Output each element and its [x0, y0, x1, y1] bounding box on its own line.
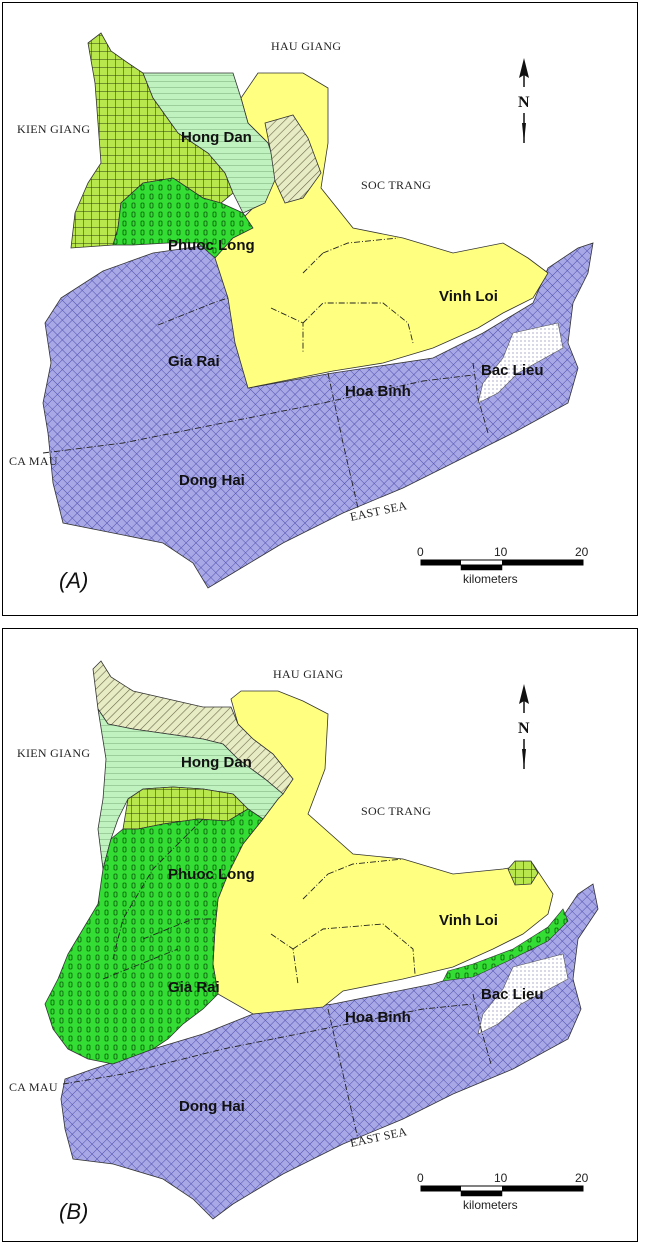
district-label-bac-lieu: Bac Lieu — [481, 362, 544, 379]
map-panel-a: HAU GIANG KIEN GIANG SOC TRANG CA MAU EA… — [2, 2, 638, 616]
district-label-phuoc-long: Phuoc Long — [168, 237, 255, 254]
district-label-gia-rai: Gia Rai — [168, 353, 220, 370]
zone-diagonal-hatch — [264, 114, 322, 204]
neighbor-label-east: SOC TRANG — [361, 178, 431, 192]
scale-tick-10: 10 — [494, 1171, 508, 1185]
zone-green-dotted — [112, 177, 254, 259]
zone-blue-south — [42, 242, 594, 589]
neighbor-label-southwest: CA MAU — [9, 454, 58, 468]
district-label-hong-dan: Hong Dan — [181, 129, 252, 146]
district-label-hoa-binh: Hoa Binh — [345, 1009, 411, 1026]
map-svg-a: HAU GIANG KIEN GIANG SOC TRANG CA MAU EA… — [9, 32, 594, 593]
zone-green-dotted — [44, 808, 264, 1065]
district-label-dong-hai: Dong Hai — [179, 1098, 245, 1115]
map-svg-b: HAU GIANG KIEN GIANG SOC TRANG CA MAU EA… — [9, 660, 599, 1224]
district-label-dong-hai: Dong Hai — [179, 472, 245, 489]
scale-tick-20: 20 — [575, 1171, 589, 1185]
district-label-bac-lieu: Bac Lieu — [481, 986, 544, 1003]
north-arrow-icon: N — [518, 684, 530, 769]
district-label-phuoc-long: Phuoc Long — [168, 866, 255, 883]
neighbor-label-north: HAU GIANG — [273, 667, 343, 681]
zone-coastal-strip — [477, 322, 564, 404]
scale-tick-20: 20 — [575, 545, 589, 559]
zone-green-coastal-band — [442, 908, 569, 982]
scale-tick-0: 0 — [417, 545, 424, 559]
neighbor-label-north: HAU GIANG — [271, 39, 341, 53]
zone-olive-grid-small — [507, 860, 539, 886]
map-panel-b: HAU GIANG KIEN GIANG SOC TRANG CA MAU EA… — [2, 628, 638, 1242]
panel-label-b: (B) — [59, 1199, 88, 1224]
district-label-vinh-loi: Vinh Loi — [439, 288, 498, 305]
neighbor-label-east: SOC TRANG — [361, 804, 431, 818]
zone-light-green — [142, 72, 279, 214]
zone-coastal-strip — [477, 953, 569, 1035]
zone-blue-south — [60, 883, 599, 1220]
district-boundaries — [42, 237, 489, 509]
district-label-hong-dan: Hong Dan — [181, 754, 252, 771]
neighbor-label-west: KIEN GIANG — [17, 746, 90, 760]
district-boundaries — [62, 818, 492, 1140]
district-label-vinh-loi: Vinh Loi — [439, 912, 498, 929]
scale-tick-0: 0 — [417, 1171, 424, 1185]
scale-bar: 0 10 20 kilometers — [417, 1171, 589, 1212]
north-label: N — [518, 720, 530, 737]
north-arrow-icon: N — [518, 58, 530, 143]
scale-unit: kilometers — [463, 572, 518, 586]
scale-tick-10: 10 — [494, 545, 508, 559]
north-label: N — [518, 94, 530, 111]
neighbor-label-west: KIEN GIANG — [17, 122, 90, 136]
scale-unit: kilometers — [463, 1198, 518, 1212]
scale-bar: 0 10 20 kilometers — [417, 545, 589, 586]
neighbor-label-southwest: CA MAU — [9, 1080, 58, 1094]
district-label-gia-rai: Gia Rai — [168, 979, 220, 996]
district-label-hoa-binh: Hoa Binh — [345, 383, 411, 400]
panel-label-a: (A) — [59, 568, 88, 593]
